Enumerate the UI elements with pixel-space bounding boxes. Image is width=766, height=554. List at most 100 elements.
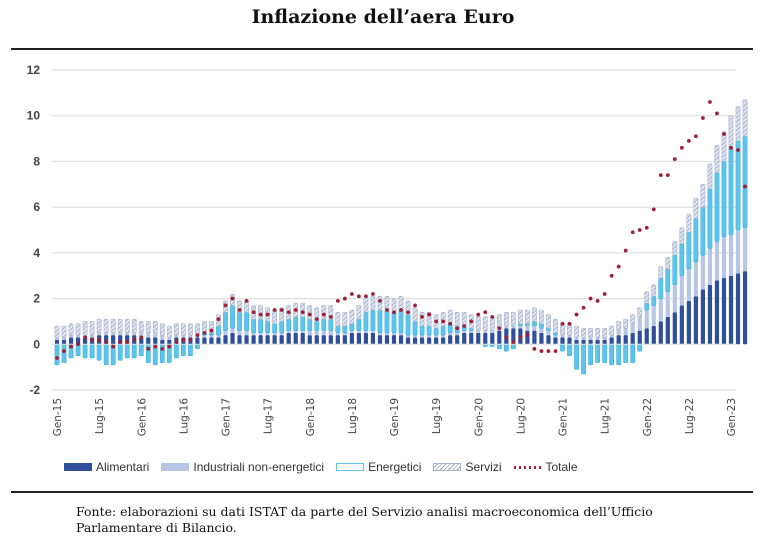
x-tick-label: Gen-18 [305,398,317,436]
bar-industriali [693,262,698,297]
bar-industriali [595,337,600,340]
bar-servizi [89,321,95,336]
bar-energetici [223,311,228,331]
bar-industriali [721,236,727,278]
totale-point [623,248,628,253]
x-tick-label: Gen-16 [136,398,148,437]
bar-servizi [96,318,102,334]
bar-servizi [553,318,558,334]
legend-label: Energetici [368,460,422,474]
bar-alimentari [700,289,706,345]
totale-point [125,340,130,344]
totale-point [83,335,87,340]
bar-energetici [237,311,242,331]
totale-point [55,356,59,360]
bar-energetici [349,323,355,331]
bar-servizi [173,323,179,336]
bar-industriali [377,332,383,336]
totale-point [342,296,347,301]
bar-alimentari [462,332,467,345]
totale-point [160,346,165,351]
bar-energetici [124,343,130,359]
bar-servizi [356,305,362,320]
bar-alimentari [602,339,607,345]
totale-point [560,321,565,326]
bar-servizi [419,311,425,327]
bar-energetici [265,321,271,334]
bar-alimentari [153,337,158,345]
totale-point [679,145,684,150]
totale-point [314,317,319,322]
y-tick-label: -2 [29,383,40,397]
totale-point [118,340,123,344]
bar-industriali [553,335,558,338]
bar-industriali [321,330,326,336]
totale-point [665,173,670,178]
bar-servizi [166,325,172,338]
bar-industriali [251,332,256,336]
legend-label: Industriali non-energetici [193,460,325,474]
bar-alimentari [307,335,312,345]
totale-point [672,157,677,162]
x-tick-label: Lug-19 [431,398,443,434]
bar-servizi [187,323,193,336]
bar-energetici [272,323,278,334]
bar-energetici [279,321,285,334]
bar-servizi [258,305,264,320]
bar-energetici [616,343,622,366]
bar-alimentari [714,280,720,345]
totale-point [209,328,214,333]
bar-industriali [216,335,221,338]
bar-servizi [412,307,418,322]
legend-swatch-servizi [433,463,462,471]
chart-title: Inflazione dell’aera Euro [251,6,515,28]
bar-servizi [447,309,453,325]
bar-industriali [265,332,270,336]
bar-servizi [342,311,348,327]
bar-alimentari [244,335,249,345]
totale-point [715,111,719,116]
bar-energetici [609,343,615,366]
totale-point [195,333,200,338]
bar-energetici [398,309,404,334]
bar-industriali [742,227,748,272]
bar-servizi [335,311,341,327]
bar-alimentari [370,332,376,345]
bar-industriali [427,335,432,338]
y-tick-label: 2 [33,292,40,306]
bar-industriali [616,330,621,336]
bar-industriali [434,335,439,338]
bar-energetici [728,147,734,235]
legend-label: Servizi [465,460,502,474]
bar-alimentari [644,328,649,345]
bar-alimentari [595,339,600,345]
bar-servizi [54,325,60,338]
bar-servizi [440,311,446,327]
bar-industriali [398,332,404,336]
bar-alimentari [237,335,242,345]
bar-alimentari [539,332,544,345]
bar-industriali [462,330,467,333]
bar-alimentari [202,337,207,345]
totale-point [441,319,446,324]
y-tick-label: 4 [33,246,40,260]
totale-point [736,148,740,152]
y-tick-label: 12 [27,63,41,77]
bar-servizi [574,325,579,338]
totale-point [743,184,747,189]
x-tick-label: Gen-22 [642,398,654,436]
bar-industriali [61,337,67,340]
bar-alimentari [384,335,390,345]
bar-alimentari [398,335,404,345]
bar-servizi [714,145,720,174]
x-tick-label: Gen-21 [558,398,570,436]
bar-servizi [454,311,460,327]
legend-item-alimentari: Alimentari [64,460,149,474]
bar-servizi [482,316,488,331]
legend-item-totale: Totale [513,460,578,474]
bar-energetici [342,325,348,334]
totale-point [251,310,256,315]
bar-servizi [68,323,74,336]
bar-alimentari [546,335,551,345]
bar-servizi [61,325,67,338]
